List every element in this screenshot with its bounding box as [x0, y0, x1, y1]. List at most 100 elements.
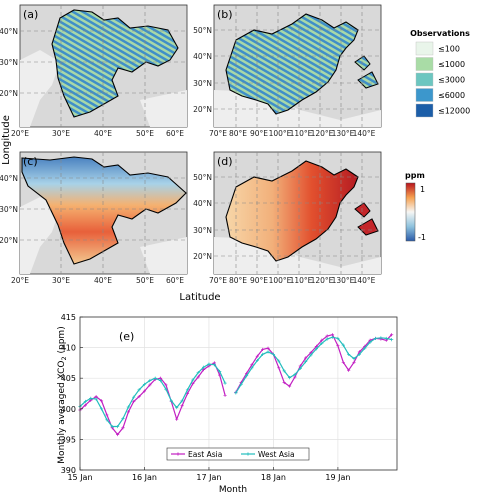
- data-point: [223, 381, 227, 385]
- data-point: [105, 413, 109, 417]
- y-tick-label: 400: [61, 405, 76, 414]
- lat-tick: 40°N: [0, 27, 18, 36]
- colorbar-gradient: [405, 182, 416, 242]
- lon-tick: 80°E: [229, 129, 247, 138]
- data-point: [357, 352, 361, 356]
- data-point: [287, 384, 292, 388]
- data-point: [185, 391, 190, 396]
- data-point: [390, 338, 394, 342]
- lon-tick: 20°E: [11, 276, 29, 285]
- data-point: [234, 391, 238, 395]
- data-point: [126, 405, 130, 409]
- data-point: [126, 410, 130, 414]
- data-point: [271, 352, 276, 356]
- legend-marker: [176, 452, 180, 456]
- data-point: [347, 352, 351, 356]
- data-point: [218, 369, 222, 374]
- lon-tick: 40°E: [94, 276, 112, 285]
- series-line-east-asia: [79, 362, 226, 436]
- data-point: [282, 380, 286, 385]
- maps-x-axis-title: Latitude: [179, 292, 220, 303]
- data-point: [191, 382, 195, 386]
- data-point: [142, 382, 147, 386]
- lon-tick: 100°E: [269, 129, 292, 138]
- land-shape: [140, 90, 187, 127]
- lon-tick: 100°E: [269, 276, 292, 285]
- data-point: [116, 424, 120, 429]
- data-point: [293, 372, 297, 377]
- data-point: [185, 388, 190, 392]
- series-line-west-asia: [235, 336, 392, 394]
- lat-tick: 40°N: [193, 52, 212, 61]
- panel-label-d: (d): [217, 155, 233, 168]
- data-point: [341, 360, 345, 364]
- data-point: [196, 371, 200, 375]
- data-point: [239, 382, 243, 386]
- lon-tick: 140°E: [353, 129, 376, 138]
- data-point: [175, 417, 179, 421]
- legend-items: ≤100 ≤1000 ≤3000 ≤6000 ≤12000: [415, 41, 470, 118]
- legend-label: ≤6000: [438, 91, 465, 100]
- line-chart: 390 395 400 405 410 415 15 Jan 16 Jan 17 Jan 18 …: [57, 313, 398, 495]
- lon-tick: 60°E: [166, 129, 184, 138]
- y-tick-label: 410: [61, 344, 76, 353]
- y-tick-label: 390: [61, 466, 76, 475]
- legend-box: [166, 447, 310, 461]
- map-gridlines: [214, 152, 381, 274]
- lat-tick: 50°N: [193, 26, 212, 35]
- data-point: [89, 396, 93, 400]
- x-axis-ticks: 15 Jan 16 Jan 17 Jan 18 Jan 19 Jan: [67, 467, 350, 482]
- lon-tick: 20°E: [11, 129, 29, 138]
- data-point: [212, 363, 216, 367]
- data-point: [363, 346, 367, 350]
- lon-tick: 130°E: [332, 129, 355, 138]
- series-line-east-asia: [235, 334, 393, 393]
- chart-legend: East Asia West Asia: [166, 447, 310, 461]
- region-japan: [354, 55, 379, 89]
- data-point: [314, 347, 319, 351]
- lon-tick: 120°E: [311, 276, 334, 285]
- data-point: [99, 399, 104, 403]
- lon-tick: 70°E: [209, 276, 227, 285]
- chart-x-axis-title: Month: [219, 485, 247, 495]
- legend-label: ≤12000: [438, 107, 470, 116]
- legend-swatch: [415, 41, 434, 56]
- data-point: [368, 340, 372, 344]
- panel-label-c: (c): [23, 155, 38, 168]
- lon-tick: 70°E: [209, 129, 227, 138]
- x-tick-label: 15 Jan: [67, 473, 92, 482]
- lon-tick: 40°E: [94, 129, 112, 138]
- chart-y-axis-title: Monthly averaged XCO2 (ppm): [57, 326, 68, 463]
- data-point: [266, 350, 270, 354]
- land-shape: [20, 197, 60, 274]
- data-point: [137, 394, 141, 399]
- data-point: [336, 336, 340, 341]
- y-tick-label: 405: [61, 374, 76, 383]
- data-point: [207, 362, 211, 366]
- legend-label: East Asia: [188, 450, 222, 459]
- legend-label: West Asia: [258, 450, 295, 459]
- plot-frame: [79, 316, 398, 471]
- lat-tick: 20°N: [193, 252, 212, 261]
- map-gridlines: [20, 5, 187, 127]
- map-panel-d: (d): [213, 151, 382, 275]
- data-point: [132, 395, 136, 399]
- legend-label: ≤3000: [438, 76, 465, 85]
- data-point: [352, 360, 356, 364]
- y-tick-label: 395: [61, 435, 76, 444]
- data-point: [373, 336, 378, 341]
- data-point: [261, 347, 265, 352]
- data-point: [223, 393, 227, 397]
- series-line-west-asia: [79, 363, 226, 428]
- observations-legend: Observations ≤100 ≤1000 ≤3000 ≤6000 ≤12000: [410, 29, 470, 118]
- data-point: [105, 418, 109, 422]
- y-tick-label: 415: [61, 313, 76, 322]
- lon-tick: 60°E: [166, 276, 184, 285]
- legend-title: Observations: [410, 29, 470, 38]
- lon-tick: 30°E: [52, 129, 70, 138]
- lat-tick: 30°N: [193, 79, 212, 88]
- colorbar-max-label: 1: [420, 185, 425, 194]
- data-point: [282, 369, 286, 373]
- data-point: [196, 375, 200, 379]
